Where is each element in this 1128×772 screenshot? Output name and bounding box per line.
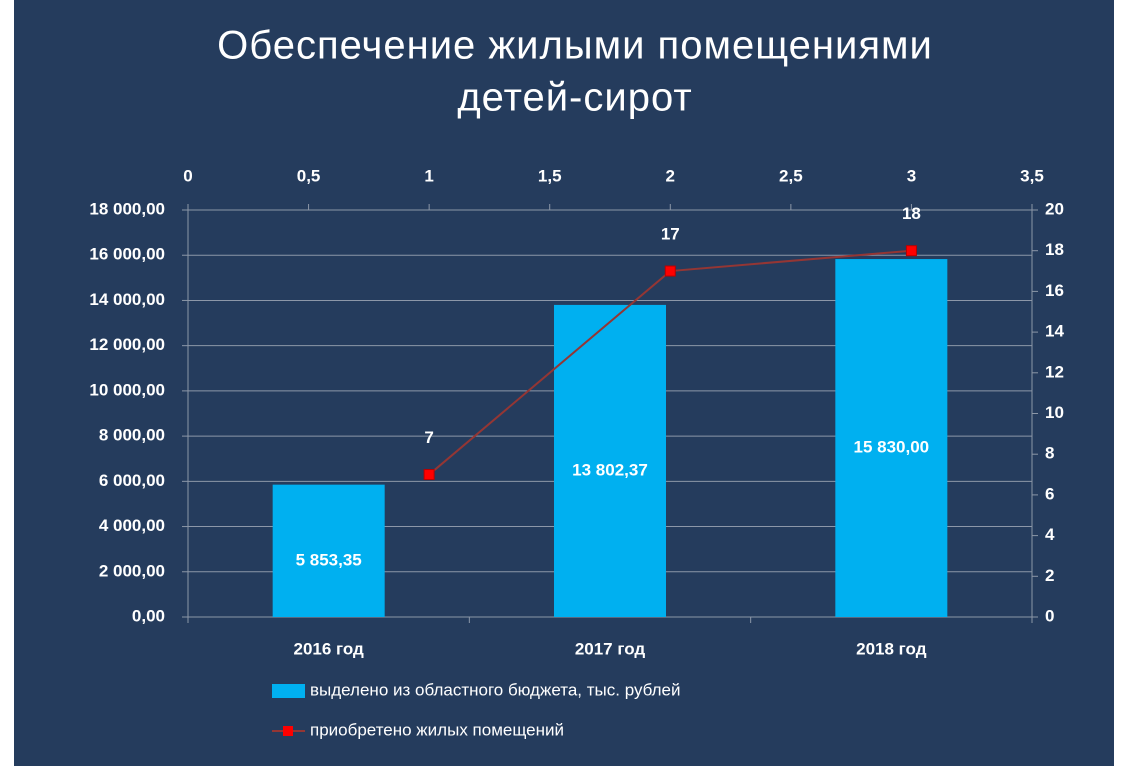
legend-swatch: [272, 684, 305, 698]
legend-label: выделено из областного бюджета, тыс. руб…: [310, 680, 681, 699]
y-tick-label: 16 000,00: [89, 245, 165, 264]
y2-tick-label: 0: [1045, 606, 1054, 625]
x-tick-label: 2018 год: [856, 639, 927, 658]
x2-tick-label: 2,5: [779, 166, 803, 185]
y2-tick-label: 12: [1045, 362, 1064, 381]
data-label: 13 802,37: [572, 460, 648, 479]
y2-tick-label: 14: [1045, 322, 1064, 341]
data-label: 7: [424, 428, 433, 447]
x2-tick-label: 2: [666, 166, 675, 185]
bar: [835, 259, 948, 617]
chart-title: детей-сирот: [457, 76, 692, 120]
y-tick-label: 0,00: [132, 606, 165, 625]
x2-tick-label: 3,5: [1020, 166, 1044, 185]
y2-tick-label: 20: [1045, 199, 1064, 218]
data-label: 5 853,35: [296, 550, 362, 569]
marker: [664, 265, 676, 277]
y2-tick-label: 18: [1045, 240, 1064, 259]
x2-tick-label: 0,5: [297, 166, 321, 185]
y-tick-label: 12 000,00: [89, 335, 165, 354]
x2-tick-label: 3: [907, 166, 916, 185]
y-tick-label: 8 000,00: [99, 426, 165, 445]
data-label: 17: [661, 225, 680, 244]
data-label: 15 830,00: [854, 438, 930, 457]
legend-label: приобретено жилых помещений: [310, 720, 564, 739]
x2-tick-label: 0: [183, 166, 192, 185]
y-tick-label: 10 000,00: [89, 380, 165, 399]
marker: [423, 469, 435, 481]
x-tick-label: 2017 год: [575, 639, 646, 658]
y-tick-label: 6 000,00: [99, 471, 165, 490]
y2-tick-label: 16: [1045, 281, 1064, 300]
chart-title: Обеспечение жилыми помещениями: [217, 24, 933, 68]
x-tick-label: 2016 год: [293, 639, 364, 658]
bar: [272, 484, 385, 617]
x2-tick-label: 1,5: [538, 166, 562, 185]
y-tick-label: 4 000,00: [99, 516, 165, 535]
y-tick-label: 2 000,00: [99, 561, 165, 580]
y2-tick-label: 6: [1045, 484, 1054, 503]
bar: [554, 304, 666, 617]
marker: [905, 245, 917, 257]
y2-tick-label: 4: [1045, 525, 1055, 544]
x2-tick-label: 1: [424, 166, 433, 185]
legend-marker: [283, 726, 293, 736]
y2-tick-label: 10: [1045, 403, 1064, 422]
y2-tick-label: 8: [1045, 444, 1054, 463]
data-label: 18: [902, 204, 921, 223]
y-tick-label: 18 000,00: [89, 199, 165, 218]
y2-tick-label: 2: [1045, 566, 1054, 585]
y-tick-label: 14 000,00: [89, 290, 165, 309]
